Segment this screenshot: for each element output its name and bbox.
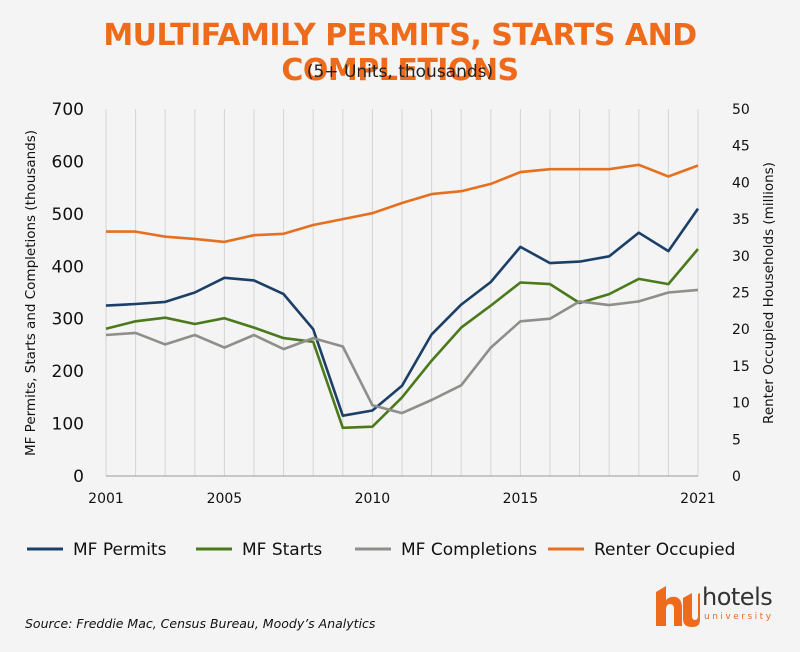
- y-tick-label: 200: [52, 362, 84, 382]
- y2-tick-label: 30: [732, 249, 750, 265]
- x-tick-label: 2021: [680, 491, 716, 507]
- series-line-renter-occupied: [106, 163, 699, 244]
- y-tick-label: 100: [52, 415, 84, 435]
- series-line-mf-permits: [105, 207, 700, 418]
- tick-labels: 0 100 200 300 400 500 600 700 0 5 10 15 20 25 30 35 40 45…: [52, 100, 750, 507]
- y2-tick-label: 5: [732, 432, 741, 448]
- logo-text: hotels: [702, 583, 773, 611]
- legend-item-mf-completions: MF Completions: [355, 540, 537, 560]
- legend-item-mf-permits: MF Permits: [27, 540, 167, 560]
- legend-label: MF Completions: [401, 540, 537, 560]
- source-note: Source: Freddie Mac, Census Bureau, Mood…: [25, 616, 376, 631]
- y2-tick-label: 35: [732, 212, 750, 228]
- series-line-mf-starts: [105, 248, 699, 430]
- y2-tick-label: 25: [732, 286, 750, 302]
- hotels-university-logo: hotels university: [652, 582, 792, 632]
- chart-subtitle: (5+ Units, thousands): [306, 62, 494, 82]
- hu-logo-icon: [656, 586, 700, 627]
- x-tick-label: 2010: [355, 491, 391, 507]
- legend-label: MF Starts: [242, 540, 322, 560]
- y-tick-label: 500: [52, 205, 84, 225]
- logo-subtext: university: [704, 612, 774, 622]
- legend: MF Permits MF Starts MF Completions Renter …: [27, 540, 735, 560]
- y-axis-label: MF Permits, Starts and Completions (thou…: [23, 130, 39, 456]
- y2-axis-label: Renter Occupied Households (millions): [761, 162, 777, 424]
- legend-label: Renter Occupied: [594, 540, 735, 560]
- y2-tick-label: 40: [732, 175, 750, 191]
- chart-title: MULTIFAMILY PERMITS, STARTS AND COMPLETI…: [103, 18, 697, 88]
- legend-item-renter-occupied: Renter Occupied: [548, 540, 735, 560]
- series-lines: [105, 163, 700, 430]
- y2-tick-label: 10: [732, 396, 750, 412]
- y2-tick-label: 45: [732, 139, 750, 155]
- x-tick-label: 2001: [88, 491, 124, 507]
- y-tick-label: 400: [52, 257, 84, 277]
- legend-item-mf-starts: MF Starts: [196, 540, 322, 560]
- y2-tick-label: 50: [732, 102, 750, 118]
- legend-label: MF Permits: [73, 540, 167, 560]
- y-tick-label: 600: [52, 152, 84, 172]
- y2-tick-label: 0: [732, 469, 741, 485]
- y-tick-label: 300: [52, 310, 84, 330]
- y-tick-label: 700: [52, 100, 84, 120]
- series-line-mf-completions: [105, 288, 699, 415]
- x-tick-label: 2015: [503, 491, 539, 507]
- y2-tick-label: 20: [732, 322, 750, 338]
- x-tick-label: 2005: [207, 491, 243, 507]
- y2-tick-label: 15: [732, 359, 750, 375]
- y-tick-label: 0: [73, 467, 84, 487]
